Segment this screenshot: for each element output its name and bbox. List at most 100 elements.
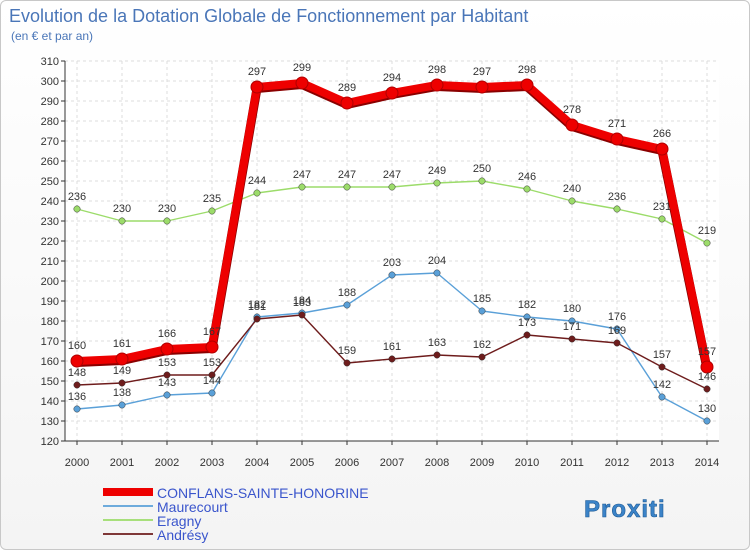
- data-label-maurecourt: 130: [698, 403, 716, 415]
- data-point-maurecourt: [433, 269, 441, 277]
- data-label-maurecourt: 180: [563, 303, 581, 315]
- data-point-maurecourt: [343, 301, 351, 309]
- data-point-andresy: [703, 385, 711, 393]
- data-label-maurecourt: 184: [293, 295, 311, 307]
- data-point-andresy: [568, 335, 576, 343]
- data-point-conflans: [655, 142, 669, 156]
- data-point-conflans: [430, 78, 444, 92]
- data-label-maurecourt: 138: [113, 387, 131, 399]
- data-point-eragny: [388, 183, 396, 191]
- data-point-conflans: [205, 340, 219, 354]
- data-point-eragny: [73, 205, 81, 213]
- data-point-andresy: [73, 381, 81, 389]
- data-point-conflans: [610, 132, 624, 146]
- data-point-maurecourt: [208, 389, 216, 397]
- data-label-maurecourt: 185: [473, 293, 491, 305]
- data-point-conflans: [700, 360, 714, 374]
- data-point-andresy: [658, 363, 666, 371]
- data-label-conflans: 157: [698, 346, 716, 358]
- data-label-maurecourt: 203: [383, 257, 401, 269]
- data-point-andresy: [208, 371, 216, 379]
- data-point-andresy: [163, 371, 171, 379]
- data-label-eragny: 235: [203, 193, 221, 205]
- legend-label-maurecourt: Maurecourt: [157, 499, 228, 515]
- x-tick-label: 2006: [335, 457, 359, 469]
- data-point-maurecourt: [73, 405, 81, 413]
- data-label-andresy: 171: [563, 321, 581, 333]
- data-label-eragny: 240: [563, 183, 581, 195]
- data-point-andresy: [253, 315, 261, 323]
- y-tick-label: 300: [41, 76, 59, 88]
- data-label-eragny: 250: [473, 163, 491, 175]
- y-tick-label: 130: [41, 416, 59, 428]
- data-label-conflans: 161: [113, 338, 131, 350]
- y-tick-label: 220: [41, 236, 59, 248]
- data-point-eragny: [433, 179, 441, 187]
- legend-label-conflans: CONFLANS-SAINTE-HONORINE: [157, 485, 369, 501]
- data-point-eragny: [478, 177, 486, 185]
- data-label-andresy: 183: [293, 297, 311, 309]
- data-label-andresy: 148: [68, 367, 86, 379]
- data-label-maurecourt: 143: [158, 377, 176, 389]
- data-label-eragny: 247: [338, 169, 356, 181]
- data-label-andresy: 146: [698, 371, 716, 383]
- proxiti-logo-text: Proxiti: [584, 496, 666, 523]
- data-label-eragny: 246: [518, 171, 536, 183]
- data-point-eragny: [523, 185, 531, 193]
- data-label-andresy: 169: [608, 325, 626, 337]
- x-tick-label: 2014: [695, 457, 719, 469]
- proxiti-logo: Proxiti: [584, 496, 666, 524]
- y-tick-label: 310: [41, 56, 59, 68]
- data-point-maurecourt: [568, 317, 576, 325]
- data-labels: 136 138 143 144 182 184 188 203 204 185 182 180 176 1…: [68, 62, 716, 415]
- plot-area: [65, 61, 719, 441]
- data-label-conflans: 299: [293, 62, 311, 74]
- x-tick-label: 2000: [65, 457, 89, 469]
- data-label-maurecourt: 144: [203, 375, 221, 387]
- data-label-maurecourt: 136: [68, 391, 86, 403]
- data-label-conflans: 166: [158, 328, 176, 340]
- x-tick-label: 2001: [110, 457, 134, 469]
- data-point-conflans: [250, 80, 264, 94]
- data-label-andresy: 181: [248, 301, 266, 313]
- axes: 120 130 140 150 160 170 180 190 200 210 220 230 240 2…: [41, 56, 720, 469]
- data-label-andresy: 162: [473, 339, 491, 351]
- data-point-eragny: [208, 207, 216, 215]
- data-point-eragny: [658, 215, 666, 223]
- series-lines: [70, 76, 714, 425]
- x-tick-label: 2005: [290, 457, 314, 469]
- data-point-eragny: [703, 239, 711, 247]
- data-point-conflans: [340, 96, 354, 110]
- data-label-andresy: 163: [428, 337, 446, 349]
- data-label-conflans: 294: [383, 72, 401, 84]
- data-label-eragny: 236: [68, 191, 86, 203]
- y-tick-label: 170: [41, 336, 59, 348]
- data-point-conflans: [475, 80, 489, 94]
- data-label-conflans: 298: [518, 64, 536, 76]
- data-label-conflans: 297: [473, 66, 491, 78]
- y-tick-label: 250: [41, 176, 59, 188]
- data-point-conflans: [70, 354, 84, 368]
- x-tick-label: 2013: [650, 457, 674, 469]
- data-label-maurecourt: 142: [653, 379, 671, 391]
- x-tick-label: 2002: [155, 457, 179, 469]
- chart-title: Evolution de la Dotation Globale de Fonc…: [9, 6, 528, 26]
- data-label-eragny: 249: [428, 165, 446, 177]
- data-point-maurecourt: [478, 307, 486, 315]
- y-tick-label: 280: [41, 116, 59, 128]
- data-label-conflans: 297: [248, 66, 266, 78]
- data-point-conflans: [160, 342, 174, 356]
- data-point-eragny: [118, 217, 126, 225]
- data-label-andresy: 149: [113, 365, 131, 377]
- data-label-eragny: 247: [383, 169, 401, 181]
- data-point-andresy: [478, 353, 486, 361]
- y-tick-label: 190: [41, 296, 59, 308]
- x-tick-label: 2003: [200, 457, 224, 469]
- y-tick-label: 180: [41, 316, 59, 328]
- data-point-andresy: [523, 331, 531, 339]
- x-tick-label: 2007: [380, 457, 404, 469]
- data-label-eragny: 231: [653, 201, 671, 213]
- data-label-eragny: 230: [158, 203, 176, 215]
